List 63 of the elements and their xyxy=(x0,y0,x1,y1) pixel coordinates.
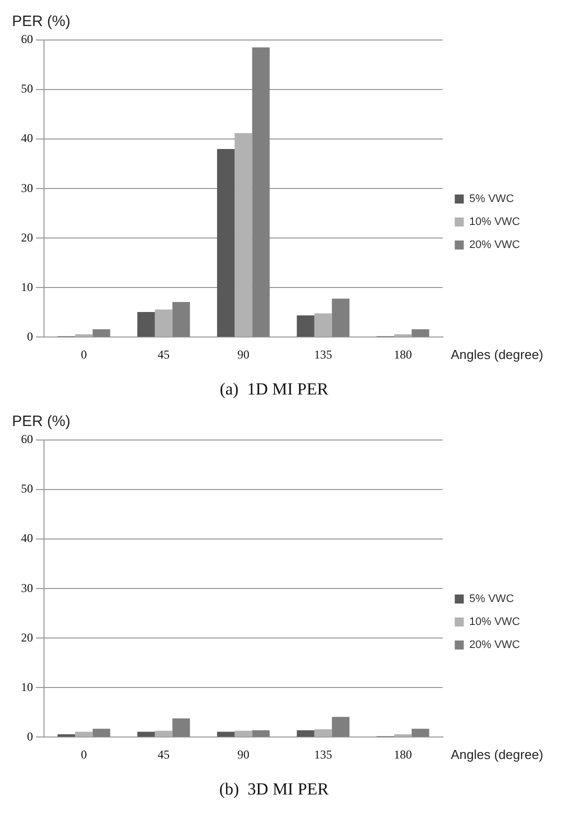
bar xyxy=(75,732,93,737)
bar xyxy=(252,730,270,737)
bar xyxy=(332,716,350,737)
y-tick-label: 10 xyxy=(21,680,33,694)
text: (b) 3D MI PER xyxy=(219,779,330,798)
y-tick-label: 30 xyxy=(21,180,33,195)
x-tick-label: 45 xyxy=(158,348,170,362)
y-tick-label: 20 xyxy=(21,230,33,244)
bar xyxy=(75,334,93,337)
legend-label: 10% VWC xyxy=(469,616,520,628)
bar xyxy=(137,732,155,737)
x-tick-label: 180 xyxy=(394,348,412,362)
y-tick-label: 50 xyxy=(21,482,33,496)
y-tick-label: 0 xyxy=(27,729,33,744)
bar xyxy=(234,133,252,337)
bar xyxy=(92,728,110,737)
bar xyxy=(234,730,252,737)
bar xyxy=(217,732,235,737)
y-tick-label: 50 xyxy=(21,82,33,96)
bar xyxy=(217,148,235,337)
bar xyxy=(394,334,412,337)
bar xyxy=(314,313,332,337)
y-tick-label: 30 xyxy=(21,580,33,595)
bar xyxy=(296,315,314,337)
bar xyxy=(412,329,430,337)
x-tick-label: 135 xyxy=(314,748,332,762)
bar xyxy=(172,718,190,737)
x-axis-title: Angles (degree) xyxy=(450,746,544,762)
x-tick-label: 0 xyxy=(80,348,87,362)
legend-label: 20% VWC xyxy=(469,639,520,652)
x-tick-label: 45 xyxy=(158,748,170,762)
bar xyxy=(154,730,172,737)
bar xyxy=(332,298,350,337)
legend-label: 10% VWC xyxy=(469,216,520,228)
y-axis-title: PER (%) xyxy=(12,413,70,430)
y-axis-title: PER (%) xyxy=(12,13,70,30)
bar xyxy=(394,734,412,737)
bar xyxy=(252,47,270,337)
y-tick-label: 10 xyxy=(21,280,33,294)
legend-label: 5% VWC xyxy=(469,593,514,606)
y-tick-label: 60 xyxy=(21,432,33,446)
y-tick-label: 40 xyxy=(21,531,33,546)
bar xyxy=(172,302,190,337)
x-tick-label: 180 xyxy=(394,748,412,762)
y-tick-label: 0 xyxy=(27,329,33,344)
legend-label: 20% VWC xyxy=(469,239,520,252)
bar xyxy=(314,729,332,737)
bar xyxy=(137,312,155,337)
x-tick-label: 135 xyxy=(314,348,332,362)
x-tick-label: 90 xyxy=(237,748,250,762)
text: (a) 1D MI PER xyxy=(220,379,329,398)
bar xyxy=(296,730,314,737)
bar xyxy=(92,329,110,337)
y-tick-label: 60 xyxy=(21,32,33,46)
y-tick-label: 20 xyxy=(21,630,33,644)
x-axis-title: Angles (degree) xyxy=(450,346,544,362)
x-tick-label: 0 xyxy=(80,748,87,762)
x-tick-label: 90 xyxy=(237,348,250,362)
y-tick-label: 40 xyxy=(21,131,33,146)
bar xyxy=(154,309,172,337)
bar xyxy=(412,728,430,737)
legend-label: 5% VWC xyxy=(469,193,514,206)
bar xyxy=(58,734,76,737)
